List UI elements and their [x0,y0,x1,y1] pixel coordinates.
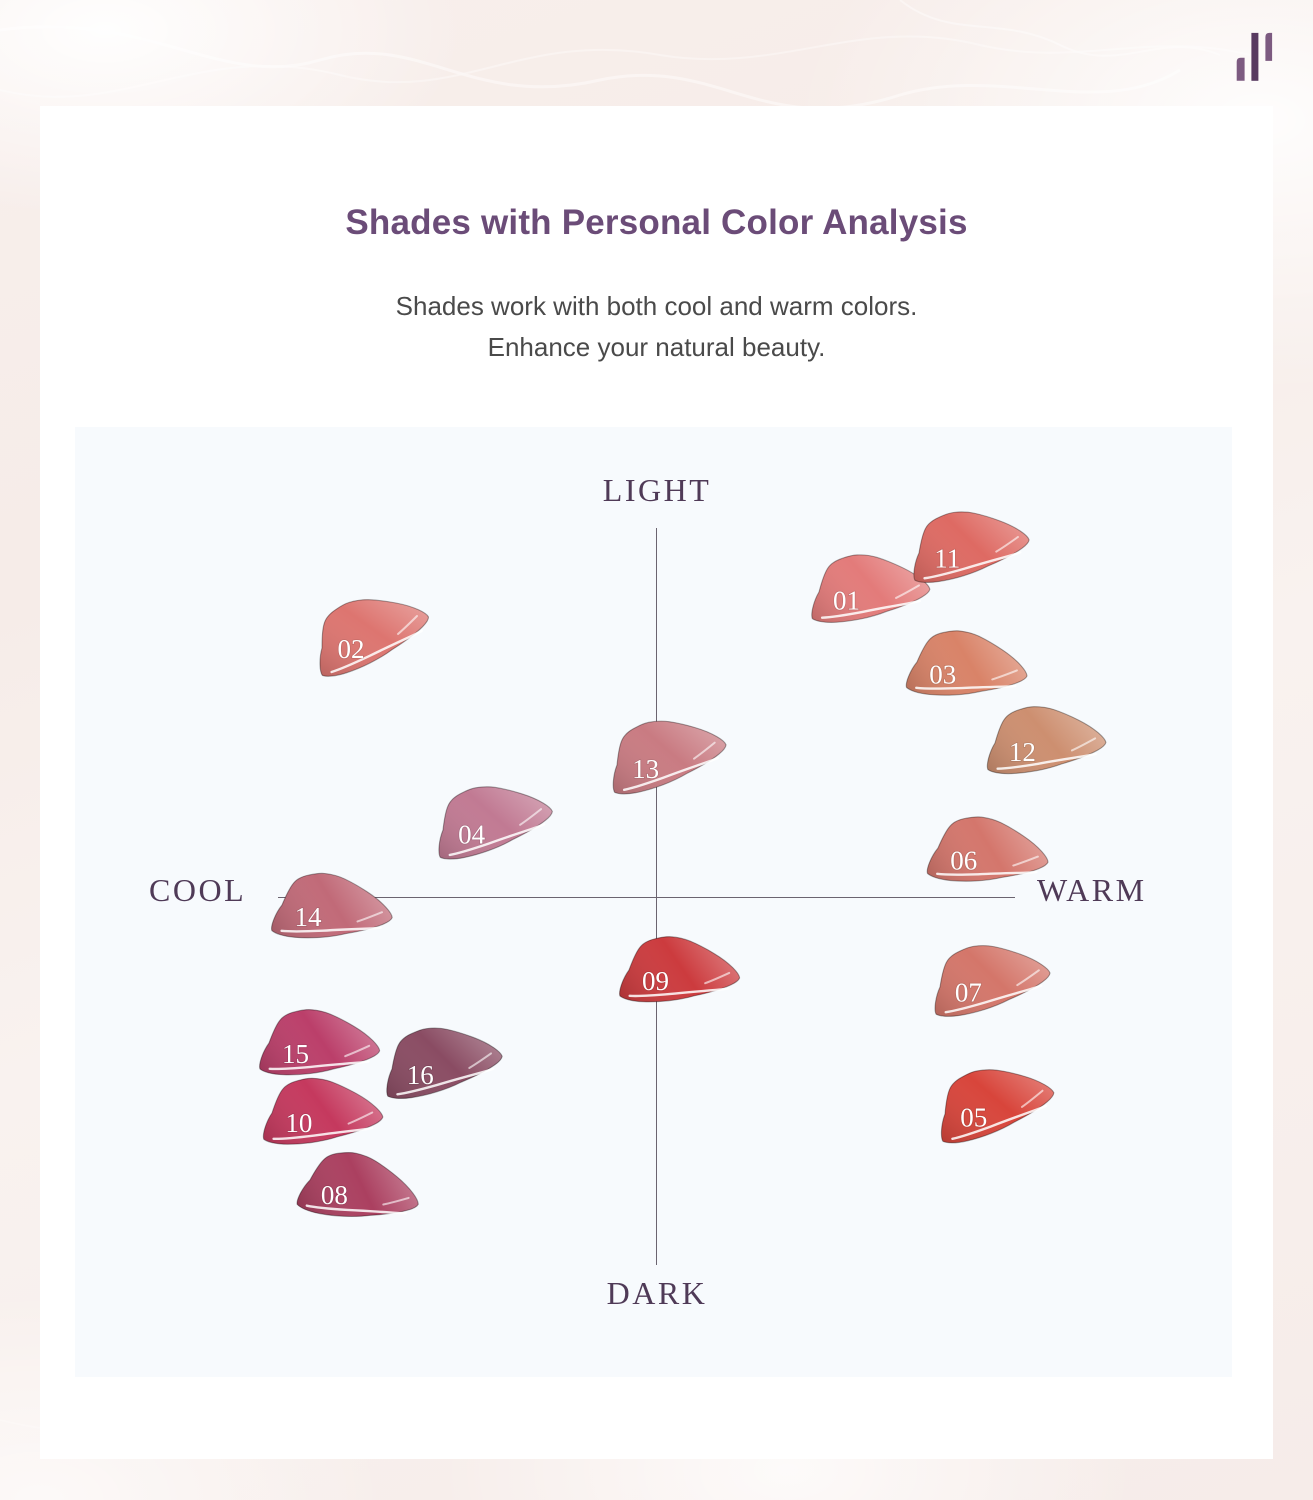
svg-text:12: 12 [1008,737,1035,767]
svg-text:06: 06 [950,846,977,876]
svg-text:05: 05 [960,1103,987,1133]
svg-text:03: 03 [929,660,956,690]
svg-text:11: 11 [934,543,960,573]
svg-text:08: 08 [321,1180,348,1210]
svg-text:07: 07 [955,978,982,1008]
svg-text:01: 01 [833,585,860,615]
svg-text:09: 09 [642,966,669,996]
svg-text:04: 04 [458,819,486,849]
svg-text:13: 13 [632,754,659,784]
svg-text:14: 14 [295,902,323,932]
svg-text:02: 02 [338,634,365,664]
